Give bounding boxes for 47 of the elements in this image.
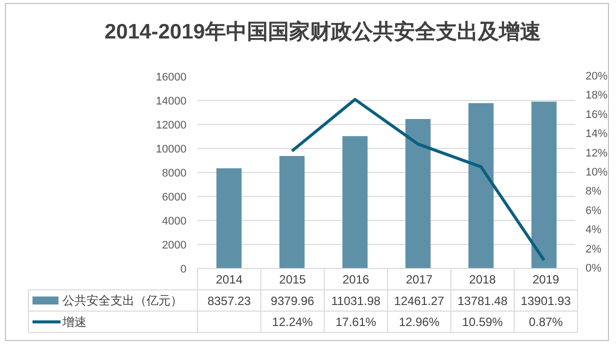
data-label: 0.87% bbox=[528, 314, 564, 329]
legend-label: 公共安全支出（亿元） bbox=[62, 294, 182, 308]
bar bbox=[405, 118, 431, 268]
bar bbox=[342, 136, 368, 268]
y2-tick-label: 12% bbox=[586, 147, 608, 160]
y-tick-label: 0 bbox=[180, 264, 187, 276]
y-tick-label: 6000 bbox=[162, 192, 187, 204]
chart-title: 2014-2019年中国国家财政公共安全支出及增速 bbox=[104, 20, 541, 44]
x-tick-label: 2017 bbox=[406, 272, 433, 287]
data-label: 11031.98 bbox=[331, 294, 381, 308]
y-tick-label: 14000 bbox=[156, 96, 187, 108]
y-tick-label: 4000 bbox=[162, 216, 187, 228]
data-label: 10.59% bbox=[462, 314, 504, 329]
x-tick-label: 2019 bbox=[532, 272, 560, 287]
x-tick-label: 2016 bbox=[342, 272, 370, 287]
y2-tick-label: 0% bbox=[586, 262, 602, 274]
line-series bbox=[290, 98, 546, 262]
y2-tick-label: 20% bbox=[586, 70, 608, 82]
y-tick-label: 12000 bbox=[156, 120, 187, 132]
data-label: 13781.48 bbox=[457, 294, 508, 308]
x-tick-label: 2018 bbox=[469, 272, 496, 287]
y2-tick-label: 10% bbox=[586, 166, 608, 178]
data-label: 17.61% bbox=[335, 314, 377, 329]
bar bbox=[216, 168, 242, 268]
bar bbox=[468, 103, 494, 268]
bar bbox=[279, 156, 305, 268]
y2-tick-label: 16% bbox=[586, 108, 608, 121]
data-label: 12.24% bbox=[272, 314, 314, 329]
y2-tick-label: 2% bbox=[586, 243, 602, 256]
data-label: 9379.96 bbox=[270, 294, 315, 308]
data-label: 8357.23 bbox=[207, 294, 252, 308]
y2-tick-label: 4% bbox=[586, 224, 602, 236]
bar bbox=[531, 102, 557, 268]
y2-tick-label: 6% bbox=[586, 204, 602, 217]
y-tick-label: 16000 bbox=[156, 72, 187, 84]
data-label: 12.96% bbox=[398, 314, 440, 329]
legend-label: 增速 bbox=[62, 314, 86, 329]
y-tick-label: 10000 bbox=[156, 144, 187, 156]
y2-tick-label: 8% bbox=[586, 186, 602, 198]
data-label: 12461.27 bbox=[394, 294, 445, 308]
x-tick-label: 2015 bbox=[279, 272, 306, 287]
y2-tick-label: 14% bbox=[586, 128, 608, 140]
y-tick-label: 8000 bbox=[162, 168, 187, 180]
data-label: 13901.93 bbox=[520, 294, 572, 308]
y-tick-label: 2000 bbox=[162, 240, 187, 252]
y2-tick-label: 18% bbox=[586, 90, 608, 102]
x-tick-label: 2014 bbox=[216, 272, 243, 287]
